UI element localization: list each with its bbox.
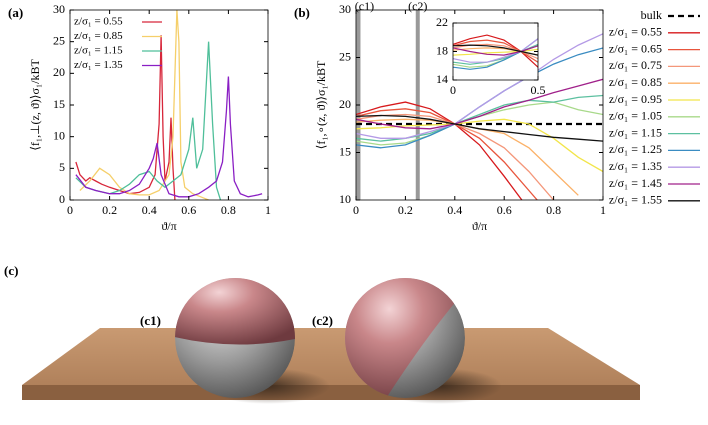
x-tick-label: 0.8: [221, 203, 236, 217]
plot-lines: [356, 33, 603, 200]
legend-label: z/σ₁ = 0.75: [609, 58, 662, 72]
inset-line: [453, 34, 538, 69]
y-tick-label: 25: [339, 49, 351, 63]
inset-line: [453, 37, 538, 63]
y-tick-label: 25: [53, 33, 65, 47]
y-tick-label: 10: [339, 192, 351, 206]
inset-line: [453, 43, 538, 65]
series-line: [75, 35, 176, 200]
y-tick-label: 22: [436, 15, 448, 29]
x-tick-label: 0: [353, 203, 359, 217]
y-tick-label: 20: [339, 97, 351, 111]
series-line: [356, 101, 523, 200]
legend-label: z/σ₁ = 0.55: [609, 25, 662, 39]
series-line: [356, 33, 603, 139]
x-tick-label: 0.2: [102, 203, 117, 217]
x-tick-label: 0.4: [447, 203, 462, 217]
panel-label: (b): [294, 5, 310, 20]
x-tick-label: 0.6: [497, 203, 512, 217]
x-tick-label: 0: [67, 203, 73, 217]
x-tick-label: 0.2: [398, 203, 413, 217]
legend-label: z/σ₁ = 1.35: [609, 159, 662, 173]
sphere-label: (c1): [140, 313, 161, 328]
substrate-front: [22, 385, 640, 400]
legend-label: z/σ₁ = 0.55: [74, 16, 123, 28]
series-line: [75, 76, 263, 198]
inset-line: [453, 45, 538, 56]
legend-label: z/σ₁ = 0.65: [609, 41, 662, 55]
x-axis-label: ϑ/π: [161, 219, 176, 233]
substrate-top: [22, 328, 640, 385]
x-axis-label: ϑ/π: [472, 219, 487, 233]
sphere-c2: [345, 278, 465, 398]
y-tick-label: 30: [339, 2, 351, 16]
legend-label: z/σ₁ = 1.05: [609, 109, 662, 123]
y-tick-label: 5: [59, 160, 65, 174]
y-tick-label: 0: [59, 192, 65, 206]
y-tick-label: 14: [436, 72, 448, 86]
annotation-label: (c1): [355, 0, 374, 13]
legend-label: z/σ₁ = 0.85: [609, 75, 662, 89]
series-line: [356, 78, 603, 130]
sphere-c1: [175, 278, 295, 398]
x-tick-label: 0.5: [531, 83, 546, 97]
illustration: [22, 278, 640, 404]
inset-lines: [453, 34, 538, 70]
x-tick-label: 0: [450, 83, 456, 97]
legend-label: bulk: [641, 8, 662, 22]
legend-label: z/σ₁ = 1.55: [609, 193, 662, 207]
y-tick-label: 15: [339, 144, 351, 158]
x-tick-label: 0.4: [142, 203, 157, 217]
inset-line: [453, 45, 538, 68]
legend-label: z/σ₁ = 0.85: [74, 30, 123, 42]
legend-label: z/σ₁ = 1.15: [609, 125, 662, 139]
sphere-label: (c2): [312, 313, 333, 328]
legend-label: z/σ₁ = 1.35: [74, 59, 123, 71]
panel-label: (c): [4, 263, 18, 278]
x-tick-label: 1: [600, 203, 606, 217]
panel-label: (a): [8, 5, 23, 20]
y-axis-label: ⟨f₁,⊥(z, ϑ)⟩σ₁/kBT: [28, 59, 42, 151]
legend-label: z/σ₁ = 1.45: [609, 176, 662, 190]
y-axis-label: ⟨f₁,∘(z, ϑ)⟩σ₁/kBT: [314, 60, 328, 149]
inset-line: [453, 44, 538, 56]
legend-label: z/σ₁ = 0.95: [609, 92, 662, 106]
y-tick-label: 15: [53, 97, 65, 111]
legend-label: z/σ₁ = 1.15: [74, 45, 123, 57]
y-tick-label: 18: [436, 43, 448, 57]
y-tick-label: 20: [53, 65, 65, 79]
x-tick-label: 0.8: [546, 203, 561, 217]
x-tick-label: 0.6: [181, 203, 196, 217]
plot-lines: [75, 10, 263, 200]
series-line: [356, 94, 603, 142]
legend-label: z/σ₁ = 1.25: [609, 142, 662, 156]
x-tick-label: 1: [265, 203, 271, 217]
series-line: [356, 114, 603, 142]
y-tick-label: 30: [53, 2, 65, 16]
annotation-label: (c2): [408, 0, 427, 13]
y-tick-label: 10: [53, 128, 65, 142]
inset-line: [453, 37, 538, 70]
